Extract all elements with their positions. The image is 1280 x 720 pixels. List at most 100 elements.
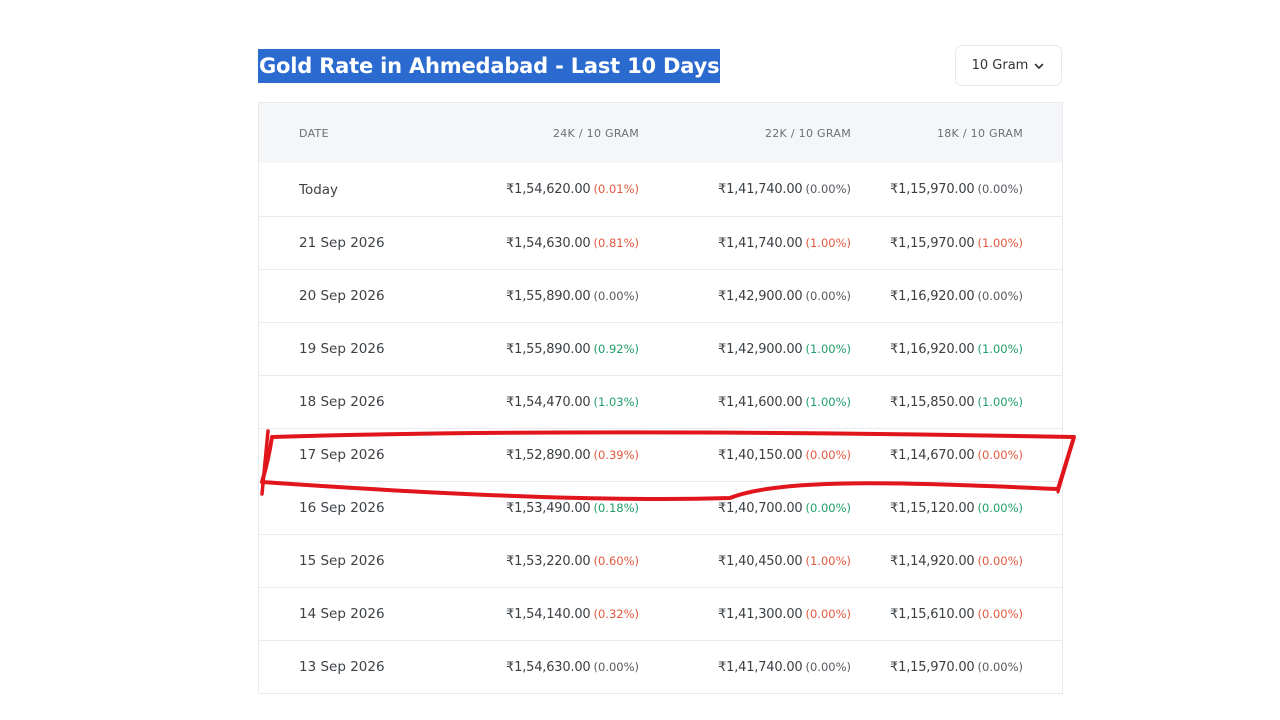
table-row: 13 Sep 2026 ₹1,54,630.00 (0.00%) ₹1,41,740.… (259, 640, 1062, 693)
price-change: (0.00%) (977, 500, 1023, 515)
rate-k18: ₹1,16,920.00 (0.00%) (851, 289, 1023, 304)
table-header: DATE 24K / 10 GRAM 22K / 10 GRAM 18K / 1… (259, 103, 1062, 163)
rate-k24: ₹1,54,630.00 (0.00%) (459, 660, 639, 675)
price-change: (1.00%) (977, 341, 1023, 356)
price-value: ₹1,53,490.00 (506, 500, 591, 516)
price-change: (0.32%) (593, 606, 639, 621)
price-change: (0.81%) (593, 235, 639, 250)
price-change: (1.00%) (805, 235, 851, 250)
price-value: ₹1,53,220.00 (506, 553, 591, 569)
rate-k24: ₹1,54,630.00 (0.81%) (459, 236, 639, 251)
price-change: (1.03%) (593, 394, 639, 409)
price-value: ₹1,54,140.00 (506, 606, 591, 622)
rate-k18: ₹1,15,850.00 (1.00%) (851, 395, 1023, 410)
rate-k18: ₹1,15,970.00 (0.00%) (851, 182, 1023, 197)
page-title: Gold Rate in Ahmedabad - Last 10 Days (258, 49, 721, 83)
price-value: ₹1,54,470.00 (506, 394, 591, 410)
rate-k22: ₹1,41,740.00 (0.00%) (639, 660, 851, 675)
header-date: DATE (299, 126, 329, 140)
unit-dropdown[interactable]: 10 Gram (955, 45, 1062, 86)
rate-k24: ₹1,53,220.00 (0.60%) (459, 554, 639, 569)
price-value: ₹1,55,890.00 (506, 341, 591, 357)
price-change: (0.00%) (977, 288, 1023, 303)
row-date: 20 Sep 2026 (299, 288, 385, 304)
table-row: 14 Sep 2026 ₹1,54,140.00 (0.32%) ₹1,41,300.… (259, 587, 1062, 640)
price-value: ₹1,15,970.00 (890, 182, 975, 197)
rate-k18: ₹1,15,120.00 (0.00%) (851, 501, 1023, 516)
price-change: (0.00%) (805, 659, 851, 674)
rate-k22: ₹1,41,600.00 (1.00%) (639, 395, 851, 410)
header-24k: 24K / 10 GRAM (552, 126, 639, 140)
price-change: (0.00%) (805, 288, 851, 303)
price-change: (0.00%) (977, 447, 1023, 462)
price-change: (0.39%) (593, 447, 639, 462)
rate-k24: ₹1,53,490.00 (0.18%) (459, 501, 639, 516)
table-row: 15 Sep 2026 ₹1,53,220.00 (0.60%) ₹1,40,450.… (259, 534, 1062, 587)
price-change: (0.00%) (805, 447, 851, 462)
gold-rate-table: DATE 24K / 10 GRAM 22K / 10 GRAM 18K / 1… (258, 102, 1063, 694)
rate-k24: ₹1,54,620.00 (0.01%) (459, 182, 639, 197)
price-change: (0.60%) (593, 553, 639, 568)
chevron-down-icon (1035, 63, 1044, 69)
row-date: 16 Sep 2026 (299, 500, 385, 516)
rate-k24: ₹1,52,890.00 (0.39%) (459, 448, 639, 463)
row-date: 13 Sep 2026 (299, 659, 385, 675)
price-change: (0.01%) (593, 182, 639, 196)
rate-k24: ₹1,54,140.00 (0.32%) (459, 607, 639, 622)
price-change: (0.00%) (977, 606, 1023, 621)
rate-k18: ₹1,15,970.00 (0.00%) (851, 660, 1023, 675)
price-value: ₹1,15,120.00 (890, 500, 975, 516)
rate-k22: ₹1,41,300.00 (0.00%) (639, 607, 851, 622)
price-value: ₹1,15,970.00 (890, 659, 975, 675)
row-date: Today (299, 181, 339, 198)
price-change: (0.92%) (593, 341, 639, 356)
row-date: 15 Sep 2026 (299, 553, 385, 569)
price-value: ₹1,15,850.00 (890, 394, 975, 410)
price-change: (0.00%) (977, 182, 1023, 196)
price-value: ₹1,54,620.00 (506, 182, 591, 197)
rate-k22: ₹1,42,900.00 (1.00%) (639, 342, 851, 357)
header-18k: 18K / 10 GRAM (936, 126, 1023, 140)
price-value: ₹1,41,300.00 (718, 606, 803, 622)
price-change: (0.00%) (805, 500, 851, 515)
rate-k18: ₹1,14,670.00 (0.00%) (851, 448, 1023, 463)
rate-k22: ₹1,40,700.00 (0.00%) (639, 501, 851, 516)
table-row: 17 Sep 2026 ₹1,52,890.00 (0.39%) ₹1,40,150.… (259, 428, 1062, 481)
price-change: (1.00%) (805, 394, 851, 409)
price-value: ₹1,41,740.00 (718, 659, 803, 675)
price-value: ₹1,14,920.00 (890, 553, 975, 569)
price-value: ₹1,40,450.00 (718, 553, 803, 569)
price-value: ₹1,40,150.00 (718, 447, 803, 463)
rate-k18: ₹1,16,920.00 (1.00%) (851, 342, 1023, 357)
price-change: (1.00%) (805, 553, 851, 568)
rate-k18: ₹1,15,970.00 (1.00%) (851, 236, 1023, 251)
price-change: (1.00%) (977, 394, 1023, 409)
rate-k24: ₹1,54,470.00 (1.03%) (459, 395, 639, 410)
rate-k22: ₹1,40,450.00 (1.00%) (639, 554, 851, 569)
rate-k18: ₹1,15,610.00 (0.00%) (851, 607, 1023, 622)
row-date: 17 Sep 2026 (299, 447, 385, 463)
price-change: (0.00%) (977, 659, 1023, 674)
price-value: ₹1,41,600.00 (718, 394, 803, 410)
price-value: ₹1,14,670.00 (890, 447, 975, 463)
header-22k: 22K / 10 GRAM (764, 126, 851, 140)
price-value: ₹1,42,900.00 (718, 288, 803, 304)
price-value: ₹1,15,610.00 (890, 606, 975, 622)
table-row: 21 Sep 2026 ₹1,54,630.00 (0.81%) ₹1,41,740.… (259, 216, 1062, 269)
table-row: 20 Sep 2026 ₹1,55,890.00 (0.00%) ₹1,42,900.… (259, 269, 1062, 322)
price-value: ₹1,15,970.00 (890, 235, 975, 251)
price-value: ₹1,54,630.00 (506, 235, 591, 251)
price-value: ₹1,16,920.00 (890, 341, 975, 357)
rate-k22: ₹1,42,900.00 (0.00%) (639, 289, 851, 304)
price-change: (0.00%) (805, 182, 851, 196)
row-date: 14 Sep 2026 (299, 606, 385, 622)
price-change: (0.00%) (977, 553, 1023, 568)
price-value: ₹1,16,920.00 (890, 288, 975, 304)
table-row: 18 Sep 2026 ₹1,54,470.00 (1.03%) ₹1,41,600.… (259, 375, 1062, 428)
unit-dropdown-value: 10 Gram (971, 58, 1029, 73)
price-change: (0.00%) (593, 288, 639, 303)
rate-k24: ₹1,55,890.00 (0.92%) (459, 342, 639, 357)
price-value: ₹1,42,900.00 (718, 341, 803, 357)
price-value: ₹1,55,890.00 (506, 288, 591, 304)
row-date: 19 Sep 2026 (299, 341, 385, 357)
